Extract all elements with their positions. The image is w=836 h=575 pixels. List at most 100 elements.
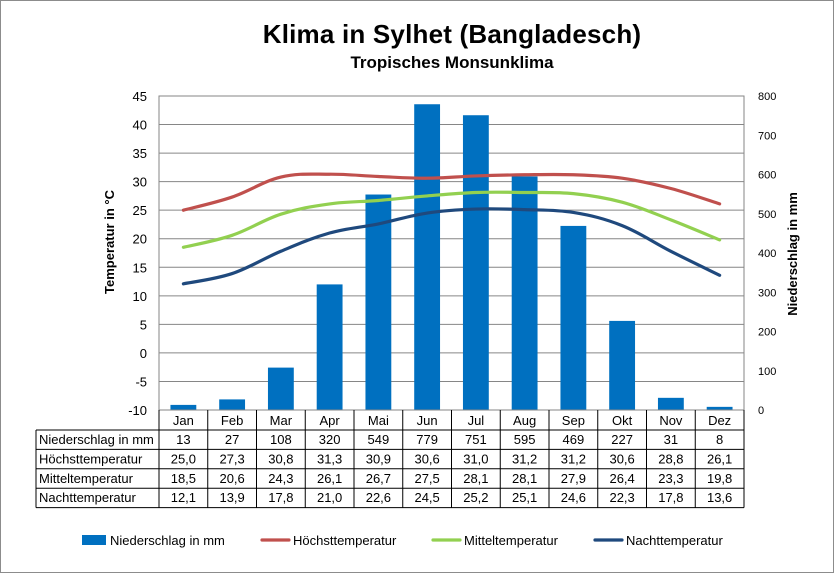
- data-label: 18,5: [171, 471, 196, 486]
- data-label: 25,1: [512, 490, 537, 505]
- table-row-label: Mitteltemperatur: [39, 471, 134, 486]
- precip-bar: [170, 404, 197, 410]
- gridlines: [159, 95, 744, 382]
- legend-label: Nachttemperatur: [626, 533, 723, 548]
- data-label: 595: [514, 432, 536, 447]
- x-tick-label: Sep: [562, 413, 585, 428]
- line-h-chsttemperatur: [181, 172, 722, 212]
- data-label: 469: [563, 432, 585, 447]
- data-label: 26,7: [366, 471, 391, 486]
- x-tick-label: Jun: [417, 413, 438, 428]
- y-left-tick-label: 15: [133, 260, 147, 275]
- data-label: 8: [716, 432, 723, 447]
- data-table: Jan Feb Mar Apr Mai Jun Jul Aug Sep Okt Nov Dez Nied…: [35, 410, 745, 509]
- x-tick-label: Nov: [659, 413, 683, 428]
- y-left-tick-label: 35: [133, 146, 147, 161]
- axes: 45 40 35 30 25 20 15 10 5 0 -5 -10 800 700 600 500 400 30…: [128, 89, 776, 418]
- precip-bar: [609, 320, 636, 410]
- y-axis-left-label: Temperatur in °C: [102, 189, 117, 294]
- x-tick-label: Mai: [368, 413, 389, 428]
- data-label: 24,6: [561, 490, 586, 505]
- data-label: 26,1: [707, 451, 732, 466]
- data-label: 13: [176, 432, 190, 447]
- data-label: 25,2: [463, 490, 488, 505]
- y-left-tick-label: 40: [133, 118, 147, 133]
- data-label: 13,9: [219, 490, 244, 505]
- plot-area-border: [158, 95, 745, 411]
- data-label: 751: [465, 432, 487, 447]
- data-label: 24,5: [414, 490, 439, 505]
- data-label: 549: [368, 432, 390, 447]
- data-label: 779: [416, 432, 438, 447]
- precip-bar: [219, 399, 246, 410]
- x-tick-label: Dez: [708, 413, 731, 428]
- data-label: 27,3: [219, 451, 244, 466]
- line-mitteltemperatur: [181, 190, 722, 249]
- precip-bar: [462, 115, 489, 411]
- data-label: 30,9: [366, 451, 391, 466]
- data-label: 31,3: [317, 451, 342, 466]
- data-label: 22,3: [609, 490, 634, 505]
- y-left-tick-label: 5: [140, 317, 147, 332]
- y-right-tick-label: 500: [758, 209, 776, 221]
- precip-bar: [316, 284, 343, 410]
- x-tick-label: Mar: [270, 413, 293, 428]
- data-label: 27: [225, 432, 239, 447]
- y-right-tick-label: 700: [758, 130, 776, 142]
- precip-bar: [414, 104, 441, 411]
- data-label: 227: [611, 432, 633, 447]
- data-label: 30,6: [609, 451, 634, 466]
- data-label: 19,8: [707, 471, 732, 486]
- precip-bar: [706, 406, 733, 410]
- precip-bar: [365, 194, 392, 410]
- table-row-label: Nachttemperatur: [39, 490, 136, 505]
- line-nachttemperatur: [181, 207, 722, 286]
- data-label: 25,0: [171, 451, 196, 466]
- x-tick-label: Apr: [320, 413, 341, 428]
- data-label: 24,3: [268, 471, 293, 486]
- precip-bar: [511, 176, 538, 410]
- data-label: 31,2: [561, 451, 586, 466]
- legend-label: Mitteltemperatur: [464, 533, 559, 548]
- legend: Niederschlag in mm Höchsttemperatur Mittel…: [82, 533, 723, 548]
- data-label: 17,8: [268, 490, 293, 505]
- precip-bar: [560, 225, 587, 410]
- data-label: 31: [664, 432, 678, 447]
- y-left-tick-label: 25: [133, 203, 147, 218]
- y-right-tick-label: 300: [758, 287, 776, 299]
- data-label: 26,1: [317, 471, 342, 486]
- data-label: 22,6: [366, 490, 391, 505]
- legend-label: Niederschlag in mm: [110, 533, 225, 548]
- data-label: 28,1: [463, 471, 488, 486]
- data-label: 23,3: [658, 471, 683, 486]
- data-label: 320: [319, 432, 341, 447]
- data-label: 31,0: [463, 451, 488, 466]
- y-left-tick-label: 20: [133, 232, 147, 247]
- x-tick-label: Feb: [221, 413, 243, 428]
- data-label: 27,9: [561, 471, 586, 486]
- y-right-tick-label: 800: [758, 91, 776, 103]
- y-left-tick-label: 30: [133, 175, 147, 190]
- y-right-tick-label: 200: [758, 327, 776, 339]
- chart-subtitle: Tropisches Monsunklima: [350, 53, 554, 72]
- y-right-tick-label: 600: [758, 170, 776, 182]
- data-label: 31,2: [512, 451, 537, 466]
- y-left-tick-label: 10: [133, 289, 147, 304]
- x-tick-label: Okt: [612, 413, 633, 428]
- legend-label: Höchsttemperatur: [293, 533, 397, 548]
- data-label: 17,8: [658, 490, 683, 505]
- y-right-tick-label: 400: [758, 248, 776, 260]
- precipitation-bars: [170, 104, 733, 411]
- data-label: 20,6: [219, 471, 244, 486]
- data-label: 28,8: [658, 451, 683, 466]
- y-right-tick-label: 100: [758, 366, 776, 378]
- precip-bar: [657, 397, 684, 410]
- y-left-tick-label: -5: [135, 374, 147, 389]
- y-left-tick-label: 45: [133, 89, 147, 104]
- y-left-tick-label: -10: [128, 403, 147, 418]
- data-label: 27,5: [414, 471, 439, 486]
- precip-bar: [267, 367, 294, 410]
- data-label: 13,6: [707, 490, 732, 505]
